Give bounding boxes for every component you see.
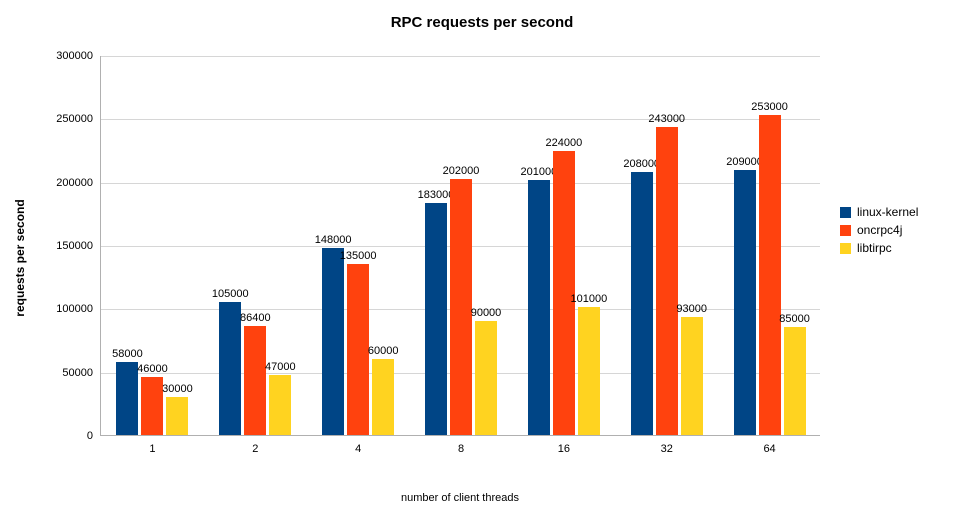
legend-swatch xyxy=(840,207,851,218)
gridline xyxy=(101,56,820,57)
gridline xyxy=(101,119,820,120)
bar-value-label: 208000 xyxy=(623,158,660,172)
legend: linux-kernel oncrpc4j libtirpc xyxy=(840,205,918,259)
bar: 253000 xyxy=(759,115,781,435)
bar-value-label: 183000 xyxy=(418,189,455,203)
bar-value-label: 202000 xyxy=(443,165,480,179)
x-tick-label: 8 xyxy=(458,435,464,455)
bar: 47000 xyxy=(269,375,291,435)
bar: 30000 xyxy=(166,397,188,435)
legend-label: oncrpc4j xyxy=(857,223,902,237)
bar-value-label: 243000 xyxy=(648,113,685,127)
bar: 105000 xyxy=(219,302,241,435)
chart-title: RPC requests per second xyxy=(0,14,964,31)
bar: 85000 xyxy=(784,327,806,435)
bar-value-label: 46000 xyxy=(137,363,168,377)
bar-value-label: 85000 xyxy=(779,313,810,327)
bar: 183000 xyxy=(425,203,447,435)
y-tick-label: 250000 xyxy=(56,113,101,125)
bar-value-label: 105000 xyxy=(212,288,249,302)
bar: 46000 xyxy=(141,377,163,435)
bar: 202000 xyxy=(450,179,472,435)
bar-value-label: 60000 xyxy=(368,345,399,359)
x-tick-label: 16 xyxy=(558,435,570,455)
x-tick-label: 64 xyxy=(763,435,775,455)
y-tick-label: 100000 xyxy=(56,303,101,315)
legend-swatch xyxy=(840,243,851,254)
bar-value-label: 58000 xyxy=(112,348,143,362)
bar: 135000 xyxy=(347,264,369,435)
legend-item: linux-kernel xyxy=(840,205,918,219)
bar-value-label: 101000 xyxy=(570,293,607,307)
y-tick-label: 0 xyxy=(87,430,101,442)
bar: 209000 xyxy=(734,170,756,435)
bar-value-label: 224000 xyxy=(545,137,582,151)
bar-value-label: 209000 xyxy=(726,156,763,170)
bar: 101000 xyxy=(578,307,600,435)
x-tick-label: 32 xyxy=(661,435,673,455)
plot-area: 0500001000001500002000002500003000001580… xyxy=(100,56,820,436)
x-axis-title: number of client threads xyxy=(100,492,820,504)
chart-container: RPC requests per second requests per sec… xyxy=(0,0,964,516)
y-tick-label: 150000 xyxy=(56,240,101,252)
bar-value-label: 93000 xyxy=(676,303,707,317)
bar: 58000 xyxy=(116,362,138,435)
y-tick-label: 200000 xyxy=(56,177,101,189)
bar: 201000 xyxy=(528,180,550,435)
x-tick-label: 2 xyxy=(252,435,258,455)
bar-value-label: 30000 xyxy=(162,383,193,397)
x-tick-label: 1 xyxy=(149,435,155,455)
bar: 86400 xyxy=(244,326,266,435)
bar: 208000 xyxy=(631,172,653,435)
y-tick-label: 300000 xyxy=(56,50,101,62)
legend-label: linux-kernel xyxy=(857,205,918,219)
legend-label: libtirpc xyxy=(857,241,892,255)
bar-value-label: 90000 xyxy=(471,307,502,321)
legend-item: oncrpc4j xyxy=(840,223,918,237)
bar-value-label: 86400 xyxy=(240,312,271,326)
bar: 60000 xyxy=(372,359,394,435)
bar-value-label: 135000 xyxy=(340,250,377,264)
bar-value-label: 148000 xyxy=(315,234,352,248)
x-tick-label: 4 xyxy=(355,435,361,455)
bar: 148000 xyxy=(322,248,344,435)
bar-value-label: 201000 xyxy=(520,166,557,180)
bar: 243000 xyxy=(656,127,678,435)
legend-item: libtirpc xyxy=(840,241,918,255)
legend-swatch xyxy=(840,225,851,236)
bar: 93000 xyxy=(681,317,703,435)
y-axis-title: requests per second xyxy=(13,199,27,316)
bar-value-label: 253000 xyxy=(751,101,788,115)
bar-value-label: 47000 xyxy=(265,361,296,375)
y-tick-label: 50000 xyxy=(62,367,101,379)
bar: 90000 xyxy=(475,321,497,435)
